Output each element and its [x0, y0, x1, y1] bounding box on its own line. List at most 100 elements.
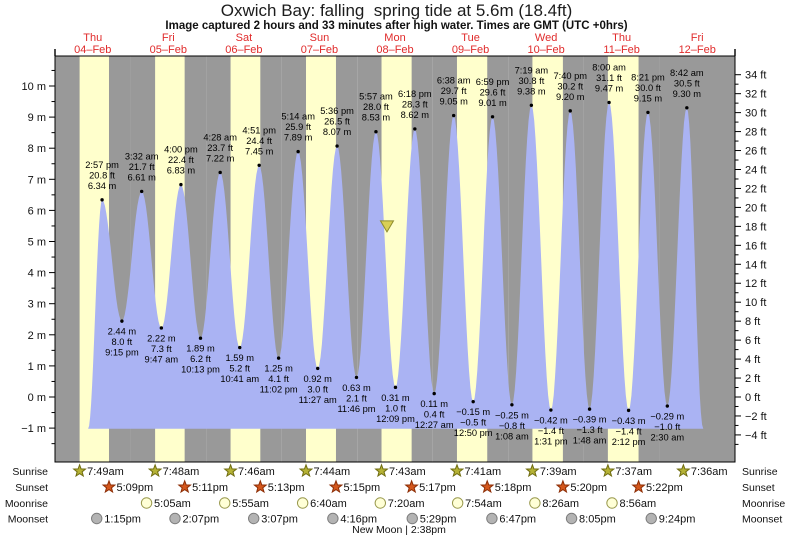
day-header-weekday: Wed: [535, 32, 557, 44]
day-header-weekday: Thu: [83, 32, 102, 44]
sunset-time: 5:13pm: [268, 482, 305, 494]
day-header-weekday: Sat: [236, 32, 253, 44]
moonset-time: 2:07pm: [182, 513, 219, 525]
low-tide-meters: 0.92 m: [304, 374, 333, 384]
high-tide-time: 7:40 pm: [553, 71, 587, 81]
high-tide-meters: 6.83 m: [167, 166, 196, 176]
high-tide-feet: 31.1 ft: [596, 73, 622, 83]
day-headers: Thu04–FebFri05–FebSat06–FebSun07–FebMon0…: [74, 32, 716, 56]
right-axis-label: 24 ft: [745, 164, 766, 176]
low-tide-time: 1:08 am: [495, 431, 529, 441]
low-tide-time: 10:41 am: [220, 374, 259, 384]
sunrise-time: 7:41am: [464, 466, 501, 478]
high-tide-feet: 30.8 ft: [518, 76, 544, 86]
tide-event-dot: [139, 189, 144, 194]
low-tide-meters: 1.25 m: [264, 364, 293, 374]
sunrise-icon: [72, 463, 87, 478]
moonset-time: 4:16pm: [340, 513, 377, 525]
moonrise-time: 6:40am: [310, 498, 347, 510]
tide-event-dot: [198, 336, 203, 340]
low-tide-meters: −0.25 m: [495, 410, 529, 420]
high-tide-feet: 28.0 ft: [363, 102, 389, 112]
high-tide-feet: 29.7 ft: [441, 86, 467, 96]
low-tide-meters: 0.11 m: [420, 399, 448, 409]
tide-event-dot: [296, 149, 300, 154]
sunset-time: 5:18pm: [495, 482, 532, 494]
left-axis-label: 10 m: [22, 81, 46, 93]
low-tide-time: 9:15 pm: [105, 348, 139, 358]
left-axis-label: 7 m: [28, 174, 46, 186]
low-tide-meters: 0.31 m: [381, 393, 410, 403]
moonrise-icon: [374, 497, 387, 509]
left-axis-label: 8 m: [28, 143, 46, 155]
tide-event-dot: [335, 144, 339, 148]
left-axis-label: 0 m: [28, 392, 46, 404]
sunrise-icon: [374, 463, 389, 478]
high-tide-time: 2:57 pm: [85, 160, 119, 170]
right-axis-label: 6 ft: [745, 335, 760, 347]
tide-event-dot: [451, 113, 456, 118]
high-tide-meters: 6.34 m: [88, 181, 117, 191]
sun-moon-rows: Sunrise Sunrise 7:49am 7:48am 7:46am 7:44am 7:…: [5, 463, 785, 525]
sunset-time: 5:11pm: [192, 482, 228, 494]
tide-event-dot: [276, 356, 281, 360]
high-tide-time: 6:38 am: [437, 76, 471, 86]
high-tide-time: 4:51 pm: [242, 125, 276, 135]
high-tide-feet: 20.8 ft: [89, 170, 115, 180]
right-axis-label: 16 ft: [745, 240, 766, 252]
sunrise-time: 7:39am: [540, 466, 577, 478]
moonset-icon: [91, 512, 103, 525]
sunset-time: 5:09pm: [116, 482, 153, 494]
moonset-icon: [645, 512, 657, 525]
tide-event-dot: [587, 407, 592, 411]
low-tide-feet: −1.0 ft: [654, 422, 681, 432]
tide-event-dot: [354, 375, 359, 380]
right-axis-label: 30 ft: [745, 108, 766, 120]
moonrise-time: 7:54am: [465, 498, 502, 510]
low-tide-feet: −1.4 ft: [616, 426, 643, 436]
high-tide-time: 5:14 am: [281, 112, 315, 122]
moonrise-row-label-left: Moonrise: [5, 498, 48, 510]
high-tide-feet: 28.3 ft: [402, 99, 428, 109]
left-axis-label: −1 m: [21, 423, 46, 435]
moonset-time: 6:47pm: [499, 513, 536, 525]
moonset-time: 5:29pm: [420, 513, 457, 525]
tide-event-dot: [218, 170, 222, 175]
low-tide-time: 12:50 pm: [454, 428, 493, 438]
moonrise-icon: [451, 497, 464, 509]
low-tide-feet: 4.1 ft: [268, 374, 289, 384]
low-tide-feet: 8.0 ft: [112, 337, 133, 347]
right-axis-label: −2 ft: [745, 411, 767, 423]
sunset-time: 5:22pm: [646, 482, 683, 494]
high-tide-feet: 30.2 ft: [557, 81, 583, 91]
moonset-icon: [486, 512, 498, 525]
sunset-icon: [404, 479, 419, 494]
high-tide-meters: 9.30 m: [673, 89, 702, 99]
low-tide-feet: 6.2 ft: [190, 354, 211, 364]
high-tide-meters: 7.45 m: [245, 146, 274, 156]
right-axis-label: 20 ft: [745, 202, 766, 214]
day-header-date: 06–Feb: [225, 44, 262, 56]
tide-event-dot: [238, 345, 242, 350]
day-header-date: 11–Feb: [603, 44, 640, 56]
high-tide-time: 4:00 pm: [164, 145, 198, 155]
tide-event-dot: [257, 163, 261, 168]
sunset-icon: [101, 479, 117, 494]
low-tide-feet: −1.4 ft: [538, 426, 565, 436]
day-header-date: 04–Feb: [74, 44, 111, 56]
tide-event-dot: [179, 182, 183, 187]
high-tide-feet: 30.5 ft: [674, 78, 700, 88]
right-axis-label: 34 ft: [745, 70, 766, 82]
high-tide-time: 4:28 am: [203, 132, 237, 142]
sunset-icon: [479, 479, 495, 494]
tide-event-dot: [626, 408, 631, 413]
day-header-date: 09–Feb: [452, 44, 489, 56]
high-tide-feet: 22.4 ft: [168, 155, 194, 165]
tide-event-dot: [471, 399, 475, 404]
tide-event-dot: [646, 110, 650, 115]
sunset-row-label-right: Sunset: [742, 482, 775, 494]
moonset-row-label-left: Moonset: [8, 513, 48, 525]
high-tide-time: 5:57 am: [359, 92, 393, 102]
sunrise-time: 7:43am: [389, 466, 426, 478]
